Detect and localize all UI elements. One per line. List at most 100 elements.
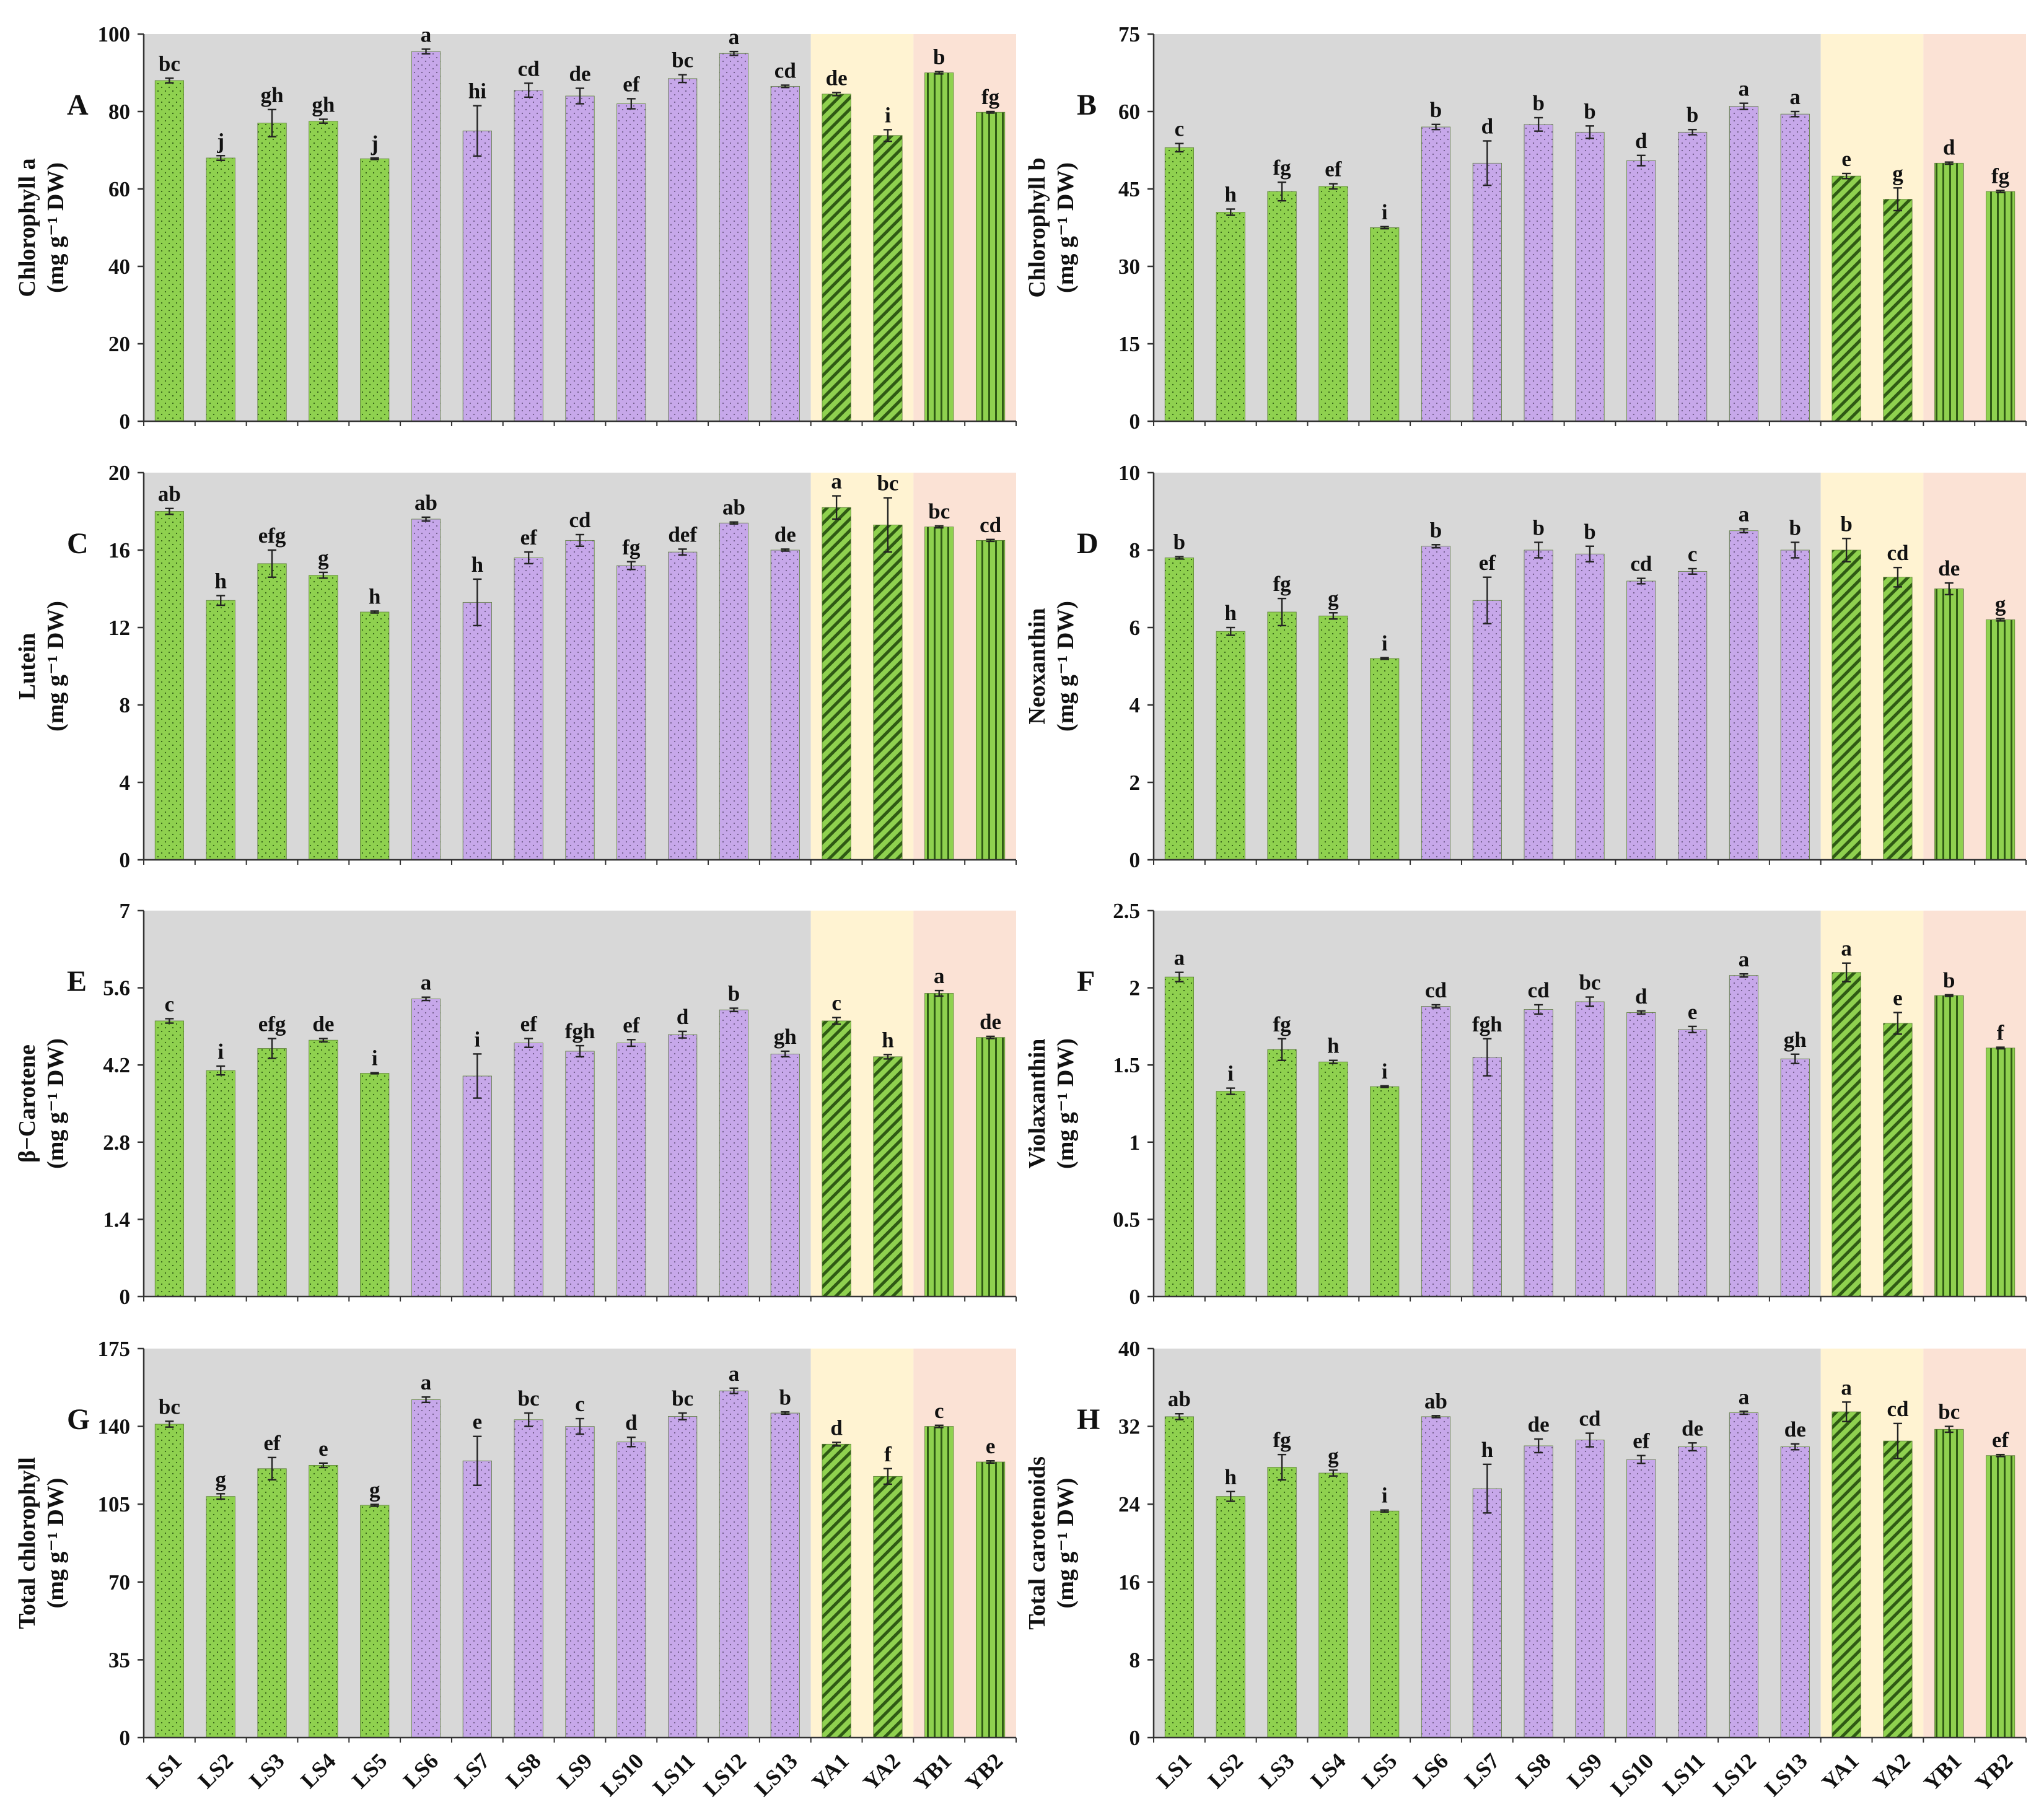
bar-C-LS2: [206, 600, 235, 860]
bar-A-YA1: [822, 94, 851, 422]
sig-letter-A-LS7: hi: [468, 79, 486, 103]
bar-B-YA1: [1831, 175, 1861, 422]
errorbar-C-YB2: [986, 538, 995, 543]
sig-letter-E-LS10: ef: [623, 1013, 640, 1037]
bar-H-LS6: [1421, 1416, 1451, 1738]
sig-letter-H-LS13: de: [1784, 1417, 1806, 1442]
sig-letter-A-YA1: de: [826, 66, 848, 90]
y-tick-label-B: 75: [1118, 22, 1140, 46]
bar-C-YA2: [873, 524, 903, 860]
y-tick-label-G: 0: [120, 1726, 131, 1750]
y-tick-label-H: 24: [1118, 1492, 1140, 1516]
bar-C-LS1: [154, 511, 185, 860]
bar-G-LS11: [668, 1416, 698, 1738]
errorbar-F-YA2: [1893, 1012, 1902, 1035]
sig-letter-F-LS7: fgh: [1472, 1012, 1502, 1036]
errorbar-G-LS13: [781, 1411, 790, 1415]
bar-E-LS7: [462, 1075, 492, 1297]
sig-letter-C-LS12: ab: [722, 496, 745, 520]
bar-H-LS1: [1164, 1416, 1195, 1738]
y-tick-label-E: 2.8: [103, 1131, 130, 1155]
sig-letter-D-LS3: fg: [1273, 572, 1291, 596]
errorbar-B-LS7: [1483, 140, 1492, 186]
bar-B-LS8: [1524, 124, 1553, 422]
bar-G-YA2: [873, 1476, 903, 1738]
sig-letter-B-LS7: d: [1481, 115, 1494, 139]
bar-B-LS1: [1164, 147, 1195, 422]
sig-letter-F-LS6: cd: [1425, 978, 1447, 1002]
x-tick-label-LS4: LS4: [296, 1748, 340, 1793]
bar-E-LS1: [154, 1020, 185, 1297]
sig-letter-B-LS13: a: [1790, 85, 1801, 109]
y-tick-label-E: 0: [120, 1285, 131, 1309]
sig-letter-A-LS11: bc: [672, 48, 693, 72]
errorbar-D-YA2: [1893, 566, 1902, 588]
y-tick-label-H: 40: [1118, 1337, 1140, 1361]
y-tick-label-B: 0: [1129, 409, 1141, 434]
bar-A-LS13: [770, 85, 800, 422]
x-tick-label-LS11: LS11: [1658, 1748, 1709, 1800]
errorbar-B-LS8: [1534, 116, 1543, 132]
errorbar-A-YB2: [986, 110, 995, 114]
errorbar-C-LS6: [421, 516, 431, 522]
bar-H-YB2: [1985, 1455, 2015, 1738]
bar-B-LS11: [1678, 131, 1708, 422]
errorbar-A-YB1: [934, 71, 944, 75]
y-tick-label-D: 4: [1129, 693, 1141, 717]
x-tick-label-LS8: LS8: [501, 1748, 546, 1793]
bar-F-YA2: [1883, 1023, 1913, 1297]
bar-F-LS7: [1472, 1057, 1502, 1297]
errorbar-G-LS2: [216, 1493, 226, 1500]
sig-letter-C-LS9: cd: [569, 508, 592, 532]
bar-E-YA1: [822, 1020, 851, 1297]
errorbar-E-LS5: [370, 1072, 379, 1075]
x-tick-label-LS10: LS10: [1606, 1748, 1659, 1801]
x-tick-label-LS8: LS8: [1511, 1748, 1556, 1793]
sig-letter-F-YB1: b: [1943, 968, 1955, 992]
errorbar-H-LS11: [1688, 1442, 1697, 1452]
errorbar-D-YB1: [1944, 582, 1954, 596]
errorbar-E-LS6: [421, 996, 431, 1002]
sig-letter-A-YB2: fg: [981, 85, 1000, 109]
errorbar-E-LS12: [729, 1007, 739, 1013]
bar-F-LS9: [1575, 1001, 1605, 1297]
x-tick-label-YA2: YA2: [858, 1748, 905, 1795]
errorbar-H-LS10: [1636, 1455, 1646, 1464]
errorbar-A-LS7: [473, 105, 482, 157]
errorbar-C-LS9: [576, 533, 584, 547]
y-tick-label-F: 1: [1129, 1131, 1141, 1155]
bar-A-LS11: [668, 78, 698, 422]
sig-letter-G-LS9: c: [575, 1392, 585, 1416]
errorbar-D-LS9: [1586, 545, 1594, 562]
bar-D-YB2: [1985, 619, 2015, 860]
errorbar-G-YB2: [986, 1460, 995, 1464]
y-tick-label-D: 2: [1129, 771, 1141, 795]
bar-C-LS4: [309, 575, 338, 860]
errorbar-D-LS7: [1483, 576, 1492, 624]
sig-letter-E-YB2: de: [980, 1010, 1001, 1034]
errorbar-H-LS8: [1534, 1438, 1543, 1454]
errorbar-B-LS9: [1586, 125, 1594, 139]
y-tick-label-H: 16: [1118, 1570, 1140, 1595]
bar-D-LS10: [1626, 580, 1656, 860]
bar-E-LS10: [616, 1043, 646, 1297]
sig-letter-D-YB1: de: [1938, 556, 1960, 580]
sig-letter-F-YA2: e: [1893, 986, 1903, 1010]
errorbar-F-LS6: [1431, 1004, 1441, 1009]
bar-F-YA1: [1831, 972, 1861, 1297]
sig-letter-F-LS2: i: [1227, 1062, 1234, 1086]
bar-B-LS12: [1729, 106, 1759, 422]
errorbar-B-LS13: [1791, 110, 1800, 118]
bar-D-YA2: [1883, 577, 1913, 860]
bar-F-LS4: [1318, 1061, 1348, 1297]
y-axis-label-A: Chlorophyll a (mg g⁻¹ DW): [14, 158, 69, 297]
sig-letter-C-LS2: h: [215, 569, 227, 593]
bar-A-LS4: [309, 121, 338, 422]
errorbar-A-LS4: [318, 118, 328, 124]
bar-G-YB1: [924, 1426, 954, 1738]
errorbar-D-LS13: [1791, 541, 1800, 559]
bar-F-LS12: [1729, 975, 1759, 1297]
x-tick-label-YB1: YB1: [1919, 1748, 1966, 1795]
x-tick-label-LS12: LS12: [1708, 1748, 1761, 1801]
